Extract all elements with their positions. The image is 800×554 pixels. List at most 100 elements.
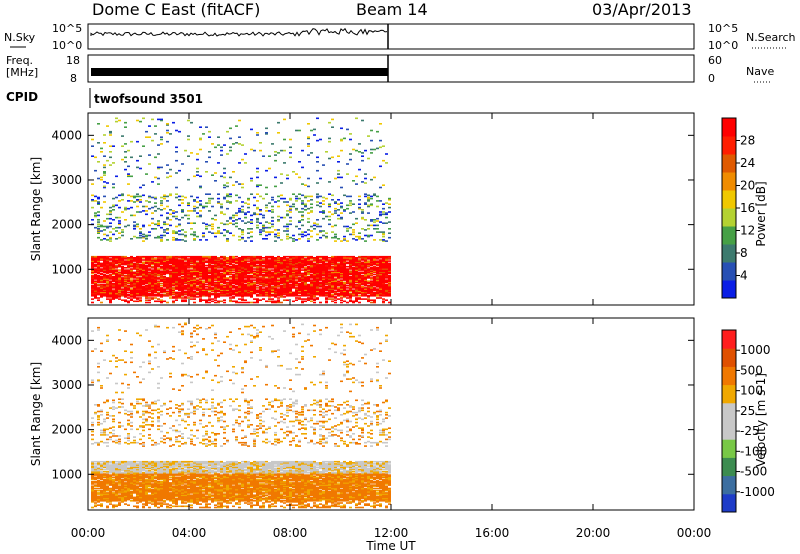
heatmap-cell bbox=[112, 209, 115, 211]
heatmap-cell bbox=[322, 270, 325, 272]
heatmap-cell bbox=[148, 259, 151, 261]
heatmap-cell bbox=[109, 481, 112, 483]
heatmap-cell bbox=[124, 274, 127, 277]
heatmap-cell bbox=[187, 282, 190, 285]
heatmap-cell bbox=[280, 290, 283, 293]
heatmap-cell bbox=[166, 287, 169, 289]
heatmap-cell bbox=[172, 262, 175, 265]
heatmap-cell bbox=[94, 260, 97, 262]
heatmap-cell bbox=[379, 268, 382, 270]
heatmap-cell bbox=[316, 288, 319, 290]
heatmap-cell bbox=[337, 289, 340, 291]
heatmap-cell bbox=[214, 258, 217, 260]
heatmap-cell bbox=[178, 289, 181, 291]
heatmap-cell bbox=[340, 127, 343, 130]
heatmap-cell bbox=[361, 271, 364, 274]
heatmap-cell bbox=[268, 263, 271, 266]
heatmap-cell bbox=[301, 202, 304, 204]
heatmap-cell bbox=[355, 289, 358, 291]
heatmap-cell bbox=[283, 282, 286, 285]
heatmap-cell bbox=[208, 287, 211, 289]
heatmap-cell bbox=[292, 203, 295, 205]
heatmap-cell bbox=[310, 279, 313, 281]
heatmap-cell bbox=[274, 287, 277, 289]
heatmap-cell bbox=[142, 278, 145, 280]
heatmap-cell bbox=[175, 293, 178, 296]
heatmap-cell bbox=[100, 288, 103, 290]
heatmap-cell bbox=[238, 289, 241, 291]
heatmap-cell bbox=[91, 462, 94, 464]
heatmap-cell bbox=[214, 289, 217, 291]
heatmap-cell bbox=[376, 267, 379, 269]
heatmap-cell bbox=[259, 261, 262, 264]
heatmap-cell bbox=[160, 296, 163, 298]
heatmap-cell bbox=[349, 258, 352, 260]
heatmap-cell bbox=[193, 234, 196, 237]
heatmap-cell bbox=[274, 276, 277, 278]
heatmap-cell bbox=[253, 290, 256, 293]
heatmap-cell bbox=[109, 476, 112, 479]
heatmap-cell bbox=[127, 297, 130, 299]
heatmap-cell bbox=[343, 261, 346, 264]
heatmap-cell bbox=[277, 236, 280, 239]
heatmap-cell bbox=[373, 281, 376, 284]
heatmap-cell bbox=[376, 147, 379, 150]
heatmap-cell bbox=[97, 229, 100, 231]
heatmap-cell bbox=[307, 221, 310, 223]
heatmap-cell bbox=[160, 288, 163, 290]
heatmap-cell bbox=[151, 274, 154, 277]
heatmap-cell bbox=[121, 289, 124, 291]
heatmap-cell bbox=[316, 297, 319, 299]
heatmap-cell bbox=[100, 289, 103, 291]
heatmap-cell bbox=[253, 292, 256, 295]
heatmap-cell bbox=[211, 261, 214, 264]
heatmap-cell bbox=[376, 297, 379, 299]
heatmap-cell bbox=[154, 281, 157, 284]
heatmap-cell bbox=[118, 261, 121, 264]
heatmap-cell bbox=[304, 258, 307, 260]
heatmap-cell bbox=[220, 270, 223, 272]
heatmap-cell bbox=[283, 292, 286, 295]
heatmap-cell bbox=[268, 231, 271, 233]
heatmap-cell bbox=[265, 263, 268, 266]
heatmap-cell bbox=[247, 211, 250, 213]
heatmap-cell bbox=[133, 265, 136, 268]
heatmap-cell bbox=[151, 265, 154, 268]
heatmap-cell bbox=[178, 257, 181, 259]
heatmap-cell bbox=[337, 199, 340, 201]
heatmap-cell bbox=[226, 265, 229, 268]
heatmap-cell bbox=[232, 216, 235, 219]
heatmap-cell bbox=[139, 300, 142, 303]
heatmap-cell bbox=[214, 260, 217, 262]
heatmap-cell bbox=[313, 290, 316, 293]
heatmap-cell bbox=[100, 272, 103, 275]
heatmap-cell bbox=[169, 271, 172, 274]
heatmap-cell bbox=[325, 293, 328, 296]
heatmap-cell bbox=[313, 272, 316, 275]
heatmap-cell bbox=[178, 287, 181, 289]
heatmap-cell bbox=[217, 279, 220, 281]
heatmap-cell bbox=[352, 231, 355, 233]
heatmap-cell bbox=[163, 300, 166, 303]
heatmap-cell bbox=[226, 270, 229, 272]
heatmap-cell bbox=[313, 301, 316, 304]
heatmap-cell bbox=[91, 272, 94, 275]
heatmap-cell bbox=[121, 277, 124, 279]
heatmap-cell bbox=[331, 271, 334, 274]
heatmap-cell bbox=[166, 228, 169, 230]
heatmap-cell bbox=[268, 295, 271, 297]
heatmap-cell bbox=[265, 276, 268, 278]
heatmap-cell bbox=[337, 214, 340, 217]
heatmap-cell bbox=[199, 270, 202, 272]
heatmap-cell bbox=[283, 259, 286, 261]
heatmap-cell bbox=[262, 261, 265, 264]
heatmap-cell bbox=[337, 259, 340, 261]
heatmap-cell bbox=[265, 226, 268, 229]
heatmap-cell bbox=[193, 284, 196, 287]
heatmap-cell bbox=[136, 159, 139, 162]
heatmap-cell bbox=[325, 287, 328, 289]
heatmap-cell bbox=[256, 282, 259, 285]
heatmap-cell bbox=[268, 226, 271, 229]
heatmap-cell bbox=[91, 475, 94, 477]
